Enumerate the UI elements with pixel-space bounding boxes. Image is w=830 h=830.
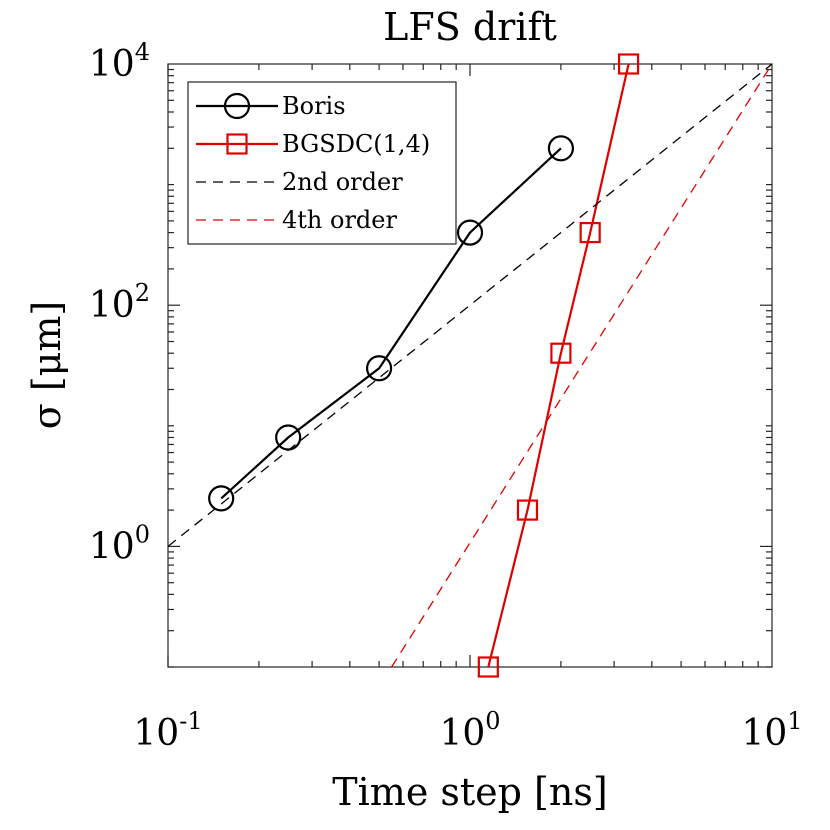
legend-box	[187, 81, 457, 245]
data-point	[275, 424, 302, 451]
y-tick-label: 102	[89, 279, 150, 326]
series-layer	[168, 53, 772, 678]
y-tick-label: 100	[89, 520, 150, 567]
data-point	[547, 135, 575, 162]
legend: Boris BGSDC(1,4) 2nd order 4th order	[187, 81, 457, 245]
data-point	[516, 499, 539, 521]
y-tick-label: 104	[89, 38, 150, 85]
legend-label: 4th order	[282, 206, 397, 234]
y-axis-label: σ [μm]	[25, 301, 69, 429]
series-clip-group	[168, 64, 772, 667]
data-point	[550, 342, 572, 364]
legend-label: Boris	[282, 92, 346, 120]
data-point	[208, 485, 235, 512]
series-line	[487, 64, 630, 667]
data-point	[477, 656, 499, 678]
legend-label: 2nd order	[282, 168, 403, 196]
data-point	[617, 53, 640, 75]
legend-marker	[226, 133, 248, 155]
x-tick-label: 100	[439, 707, 500, 754]
data-point	[365, 355, 393, 382]
series-line	[220, 147, 562, 500]
chart-title: LFS drift	[383, 5, 557, 49]
tick-labels: 10-1 100 101 100 102 104	[89, 38, 803, 754]
series-line	[168, 64, 772, 547]
legend-label: BGSDC(1,4)	[282, 130, 430, 158]
data-point	[579, 221, 601, 244]
tick-marks	[167, 64, 772, 668]
legend-marker	[223, 92, 251, 120]
x-tick-label: 101	[741, 707, 802, 754]
x-axis-label: Time step [ns]	[332, 770, 607, 814]
data-point	[456, 219, 484, 246]
x-tick-label: 10-1	[133, 707, 202, 754]
